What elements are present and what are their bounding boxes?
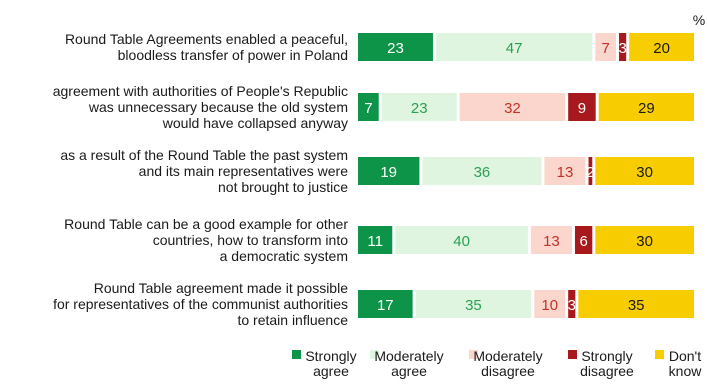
data-label: 13 <box>543 233 560 250</box>
data-label: 7 <box>364 100 372 117</box>
bar-segment <box>568 290 576 318</box>
data-label: 29 <box>638 100 655 117</box>
category-labels: Round Table Agreements enabled a peacefu… <box>53 31 349 328</box>
data-label: 17 <box>377 297 394 314</box>
bar-segment <box>544 157 586 185</box>
data-label: 36 <box>474 164 491 181</box>
data-label: 47 <box>506 40 523 57</box>
legend-label: Moderately agree <box>374 348 443 379</box>
bar-segment <box>598 93 694 121</box>
category-label: as a result of the Round Table the past … <box>60 147 348 195</box>
bar-segment <box>619 33 627 61</box>
data-label: 19 <box>380 164 397 181</box>
bar-segment <box>395 226 528 254</box>
data-label: 13 <box>557 164 574 181</box>
bar-segment <box>358 290 413 318</box>
data-label: 7 <box>601 40 609 57</box>
category-label: Round Table can be a good example for ot… <box>64 216 348 264</box>
bar-segment <box>595 226 694 254</box>
data-label: 6 <box>579 233 587 250</box>
legend-swatch <box>655 350 664 359</box>
data-label: 20 <box>653 40 670 57</box>
bar-segment <box>530 226 572 254</box>
bar-segment <box>595 157 694 185</box>
data-label: 23 <box>411 100 428 117</box>
bar-segment <box>588 157 593 185</box>
data-label: 35 <box>628 297 645 314</box>
data-label: 11 <box>367 233 383 250</box>
legend-swatch <box>292 350 301 359</box>
bar-segment <box>595 33 617 61</box>
bar-segment <box>534 290 566 318</box>
data-label: 40 <box>453 233 470 250</box>
bar-segment <box>422 157 542 185</box>
data-label: 9 <box>578 100 586 117</box>
legend-label: Don't know <box>669 348 703 379</box>
legend-swatch <box>370 350 379 359</box>
bar-segment <box>358 226 393 254</box>
data-label: 2 <box>586 164 594 181</box>
legend-label: Strongly agree <box>305 348 356 379</box>
data-label: 35 <box>465 297 482 314</box>
bar-segment <box>358 157 420 185</box>
bar-segment <box>358 33 433 61</box>
data-label: 23 <box>387 40 404 57</box>
legend-swatch <box>568 350 577 359</box>
bar-segment <box>358 93 379 121</box>
legend-label: Moderately disagree <box>473 348 542 379</box>
bar-segment <box>435 33 593 61</box>
data-label: 30 <box>636 164 653 181</box>
bar-segment <box>629 33 694 61</box>
bar-segment <box>568 93 596 121</box>
bar-segment <box>459 93 566 121</box>
data-label: 3 <box>618 40 626 57</box>
data-label: 3 <box>568 297 576 314</box>
bar-segment <box>415 290 532 318</box>
data-label: 10 <box>541 297 558 314</box>
data-label: 30 <box>636 233 653 250</box>
legend: Strongly agree Moderately agree Moderately di… <box>292 348 702 379</box>
category-label: agreement with authorities of People's R… <box>53 83 348 131</box>
bar-segment <box>381 93 457 121</box>
bar-segment <box>574 226 593 254</box>
bar-segment <box>578 290 694 318</box>
data-label: 32 <box>504 100 521 117</box>
category-label: Round Table Agreements enabled a peacefu… <box>65 31 348 63</box>
unit-label: % <box>693 12 705 28</box>
legend-swatch <box>469 350 478 359</box>
legend-label: Strongly disagree <box>580 348 634 379</box>
category-label: Round Table agreement made it possible fo… <box>53 280 348 328</box>
